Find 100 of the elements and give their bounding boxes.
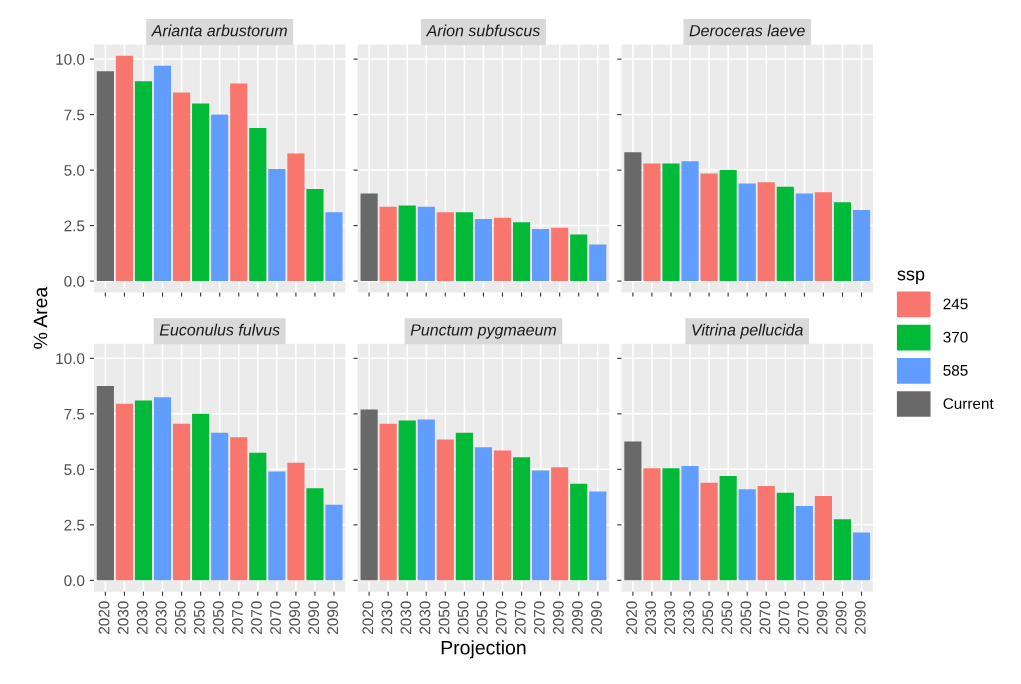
y-tick-label: 5.0 [64,164,85,176]
x-tick-label: 2070 [778,601,790,634]
bar [134,400,153,581]
bar [325,504,343,581]
bar [436,212,454,282]
bar [662,163,680,282]
bar [814,495,832,581]
bar [192,413,210,581]
bar [455,432,473,581]
bar [757,182,775,282]
bar [192,103,210,282]
legend-label: Current [943,398,994,409]
x-tick-label: 2030 [381,601,393,634]
bar [379,423,397,581]
bar [96,386,114,581]
x-tick-label: 2070 [251,601,262,634]
bar [115,55,133,282]
bar [795,505,813,581]
chart-title: Arianta arbustorum [150,24,287,37]
y-tick-label: 7.5 [64,109,85,121]
y-tick-label: 2.5 [64,519,85,531]
bar [624,152,642,282]
bar [379,206,397,282]
legend-title: ssp [897,270,925,284]
x-tick-label: 2090 [591,601,602,634]
bar [532,470,550,581]
bar [268,471,286,581]
bar [211,114,229,282]
bar [287,153,305,282]
chart-title: Euconulus fulvus [159,323,280,336]
y-tick-label: 7.5 [64,408,85,420]
bar [211,432,229,581]
bar [173,423,191,581]
bar [417,206,435,282]
y-tick-label: 2.5 [64,220,85,232]
x-tick-label: 2090 [816,601,828,634]
x-tick-label: 2090 [571,601,583,634]
bar [757,486,775,581]
bar [738,489,756,581]
bar [700,482,718,581]
bar [306,188,324,282]
bar [551,467,569,581]
bar [776,186,794,282]
bar [681,466,699,581]
bar [493,450,512,581]
bar [814,192,832,282]
bar [173,92,191,282]
x-tick-label: 2050 [174,601,186,634]
bar [230,437,248,581]
x-tick-label: 2050 [212,601,224,634]
bar [719,170,737,282]
bar [493,217,512,282]
bar [589,491,607,581]
bar [512,222,531,282]
bar [287,462,305,581]
legend-label: 245 [943,298,968,310]
bar [474,218,493,282]
x-tick-label: 2020 [626,601,637,634]
bar [474,447,493,581]
x-tick-label: 2090 [308,601,320,634]
bar [249,127,267,282]
x-tick-label: 2070 [514,601,526,634]
bar [643,468,661,581]
bar [662,468,680,581]
x-tick-label: 2050 [193,601,205,634]
x-tick-label: 2030 [419,601,431,634]
legend-label: 370 [943,331,968,343]
bar [833,519,852,581]
x-tick-label: 2070 [797,601,809,634]
chart-title: Arion subfuscus [425,24,540,37]
bar [268,168,286,282]
y-tick-label: 10.0 [56,53,85,65]
bar [738,183,756,282]
x-tick-label: 2070 [270,601,281,634]
x-tick-label: 2070 [533,601,545,634]
bar [852,210,871,282]
chart-title: Deroceras laeve [689,24,805,37]
bar [417,419,435,581]
x-tick-label: 2020 [98,601,110,634]
x-tick-label: 2050 [702,601,714,634]
bar [360,193,378,282]
bar [512,457,531,581]
bar [360,409,378,581]
bar [776,492,794,581]
bar [532,228,550,282]
bar [436,439,454,581]
x-tick-label: 2030 [645,601,657,634]
bar [719,476,737,581]
x-tick-label: 2090 [327,601,339,634]
bar [398,205,416,282]
bar [153,397,172,581]
bar [570,483,588,581]
x-tick-label: 2090 [854,601,866,634]
y-axis-title: % Area [33,286,48,349]
bar [700,173,718,282]
bar [681,161,699,282]
bar [795,193,813,282]
bar [115,403,133,581]
bar [230,83,248,282]
bar [551,227,569,282]
